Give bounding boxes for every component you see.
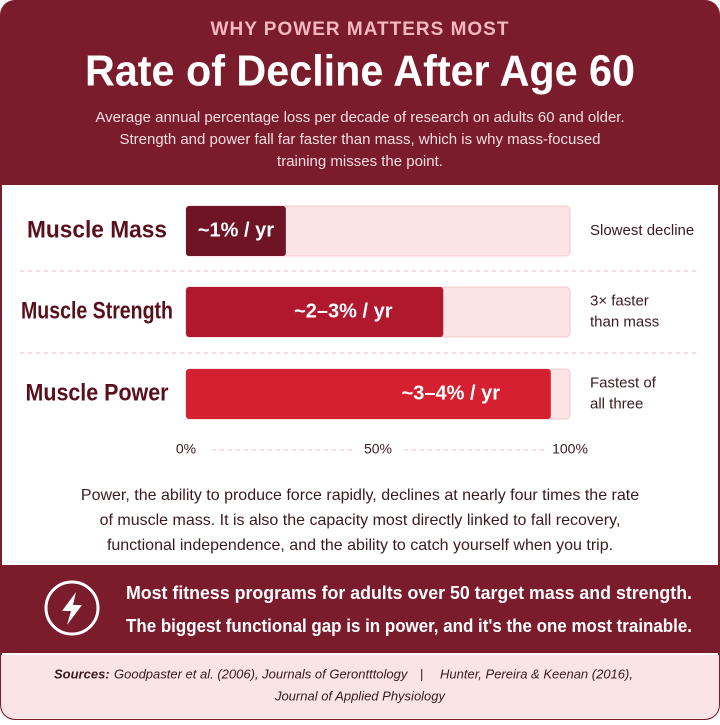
category-label: Muscle Power xyxy=(26,379,169,406)
row-note: Fastest of xyxy=(590,374,657,391)
row-note: than mass xyxy=(590,313,659,330)
callout-line: Most fitness programs for adults over 50… xyxy=(126,583,692,603)
callout-line: The biggest functional gap is in power, … xyxy=(126,616,692,636)
bolt-icon xyxy=(62,592,82,625)
source: Journal of Applied Physiology xyxy=(274,688,447,703)
bar-text: ~3–4% / yr xyxy=(402,382,501,404)
sources-bg xyxy=(1,655,719,719)
body-line: of muscle mass. It is also the capacity … xyxy=(100,512,621,529)
bar-text: ~2–3% / yr xyxy=(294,300,393,322)
eyebrow: WHY POWER MATTERS MOST xyxy=(211,19,510,40)
bar xyxy=(186,206,286,256)
subtitle-line: Strength and power fall far faster than … xyxy=(119,131,600,148)
x-tick-label: 100% xyxy=(552,441,588,457)
source: Goodpaster et al. (2006), Journals of Ge… xyxy=(114,666,409,681)
callout-bg xyxy=(1,565,719,653)
title: Rate of Decline After Age 60 xyxy=(85,47,635,96)
subtitle-line: training misses the point. xyxy=(277,153,443,170)
bar xyxy=(186,287,444,337)
subtitle-line: Average annual percentage loss per decad… xyxy=(95,109,624,126)
bolt-icon-ring xyxy=(44,580,100,636)
x-tick-label: 0% xyxy=(176,441,196,457)
sources-label: Sources: xyxy=(54,666,110,681)
row-note: all three xyxy=(590,395,643,412)
category-label: Muscle Strength xyxy=(21,297,173,324)
row-note: 3× faster xyxy=(590,292,649,309)
x-tick-label: 50% xyxy=(364,441,392,457)
header-bg xyxy=(1,1,719,185)
body-text: Power, the ability to produce force rapi… xyxy=(81,487,639,554)
category-label: Muscle Mass xyxy=(27,216,167,243)
callout: Most fitness programs for adults over 50… xyxy=(126,583,692,636)
body-line: Power, the ability to produce force rapi… xyxy=(81,487,639,504)
row-note: Slowest decline xyxy=(590,222,694,239)
bar xyxy=(186,369,551,419)
subtitle: Average annual percentage loss per decad… xyxy=(95,109,624,170)
bar-text: ~1% / yr xyxy=(198,219,274,241)
body-line: functional independence, and the ability… xyxy=(107,537,613,554)
source: Hunter, Pereira & Keenan (2016), xyxy=(440,666,633,681)
chart: Muscle Mass ~1% / yr Slowest decline Muscle… xyxy=(20,205,700,457)
separator: | xyxy=(420,666,423,681)
